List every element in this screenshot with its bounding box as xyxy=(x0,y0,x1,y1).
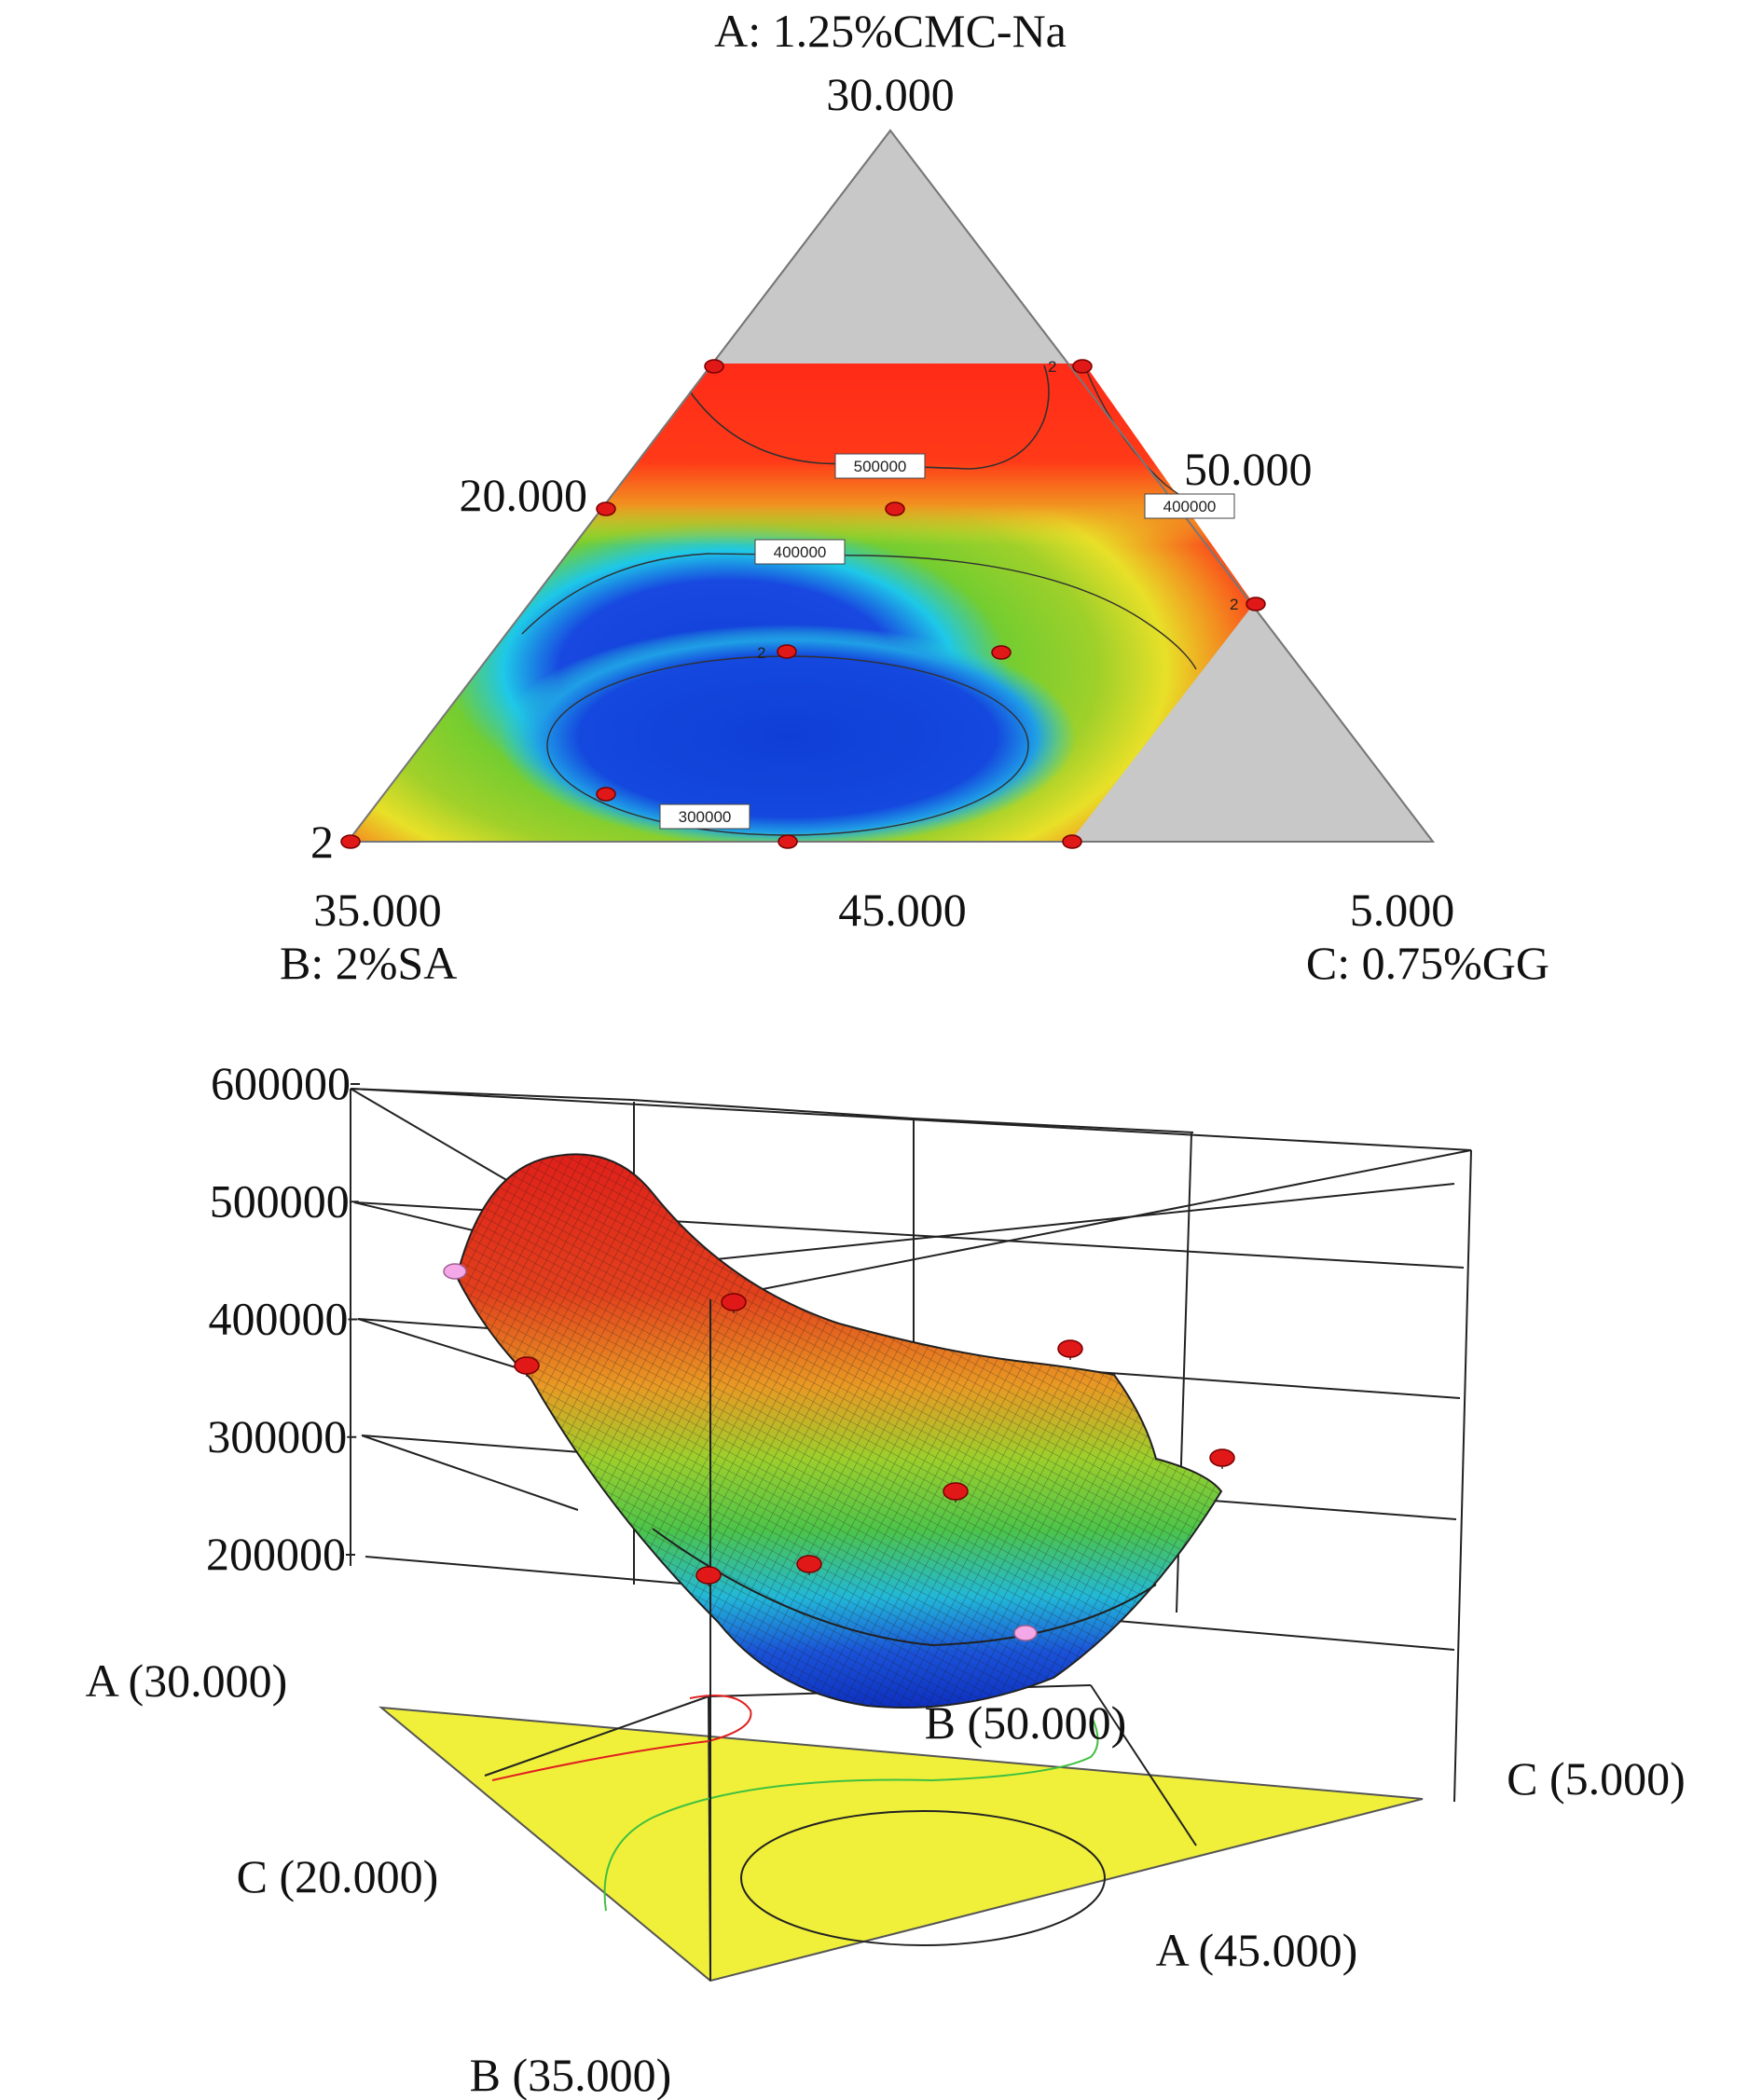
surface-design-points xyxy=(443,1263,1235,1641)
corner-replicate-label: 2 xyxy=(310,816,334,868)
response-surface-front-edge xyxy=(652,1528,1157,1647)
tick-label-45: 45.000 xyxy=(838,884,967,936)
ternary-low-response-core xyxy=(499,625,1077,842)
contour-label-text: 400000 xyxy=(1163,498,1217,515)
contour-label-300000: 300000 xyxy=(659,803,750,830)
tick-label-b-50: 50.000 xyxy=(1184,443,1313,495)
design-point xyxy=(721,1293,747,1311)
design-point xyxy=(1209,1448,1235,1467)
contour-label-400000: 400000 xyxy=(754,539,846,565)
ternary-design-points xyxy=(340,359,1266,849)
z-axis-tick-label: 500000 xyxy=(210,1174,350,1227)
3d-box-edge xyxy=(631,1099,915,1119)
3d-box-edge xyxy=(709,1149,1472,1300)
design-point xyxy=(1246,597,1266,611)
tick-label-a-30: 30.000 xyxy=(826,68,955,120)
design-point xyxy=(991,645,1012,660)
3d-box-edge xyxy=(1453,1149,1472,1803)
tick-label-a-20: 20.000 xyxy=(460,469,588,521)
ternary-axes-outline xyxy=(345,129,1436,843)
base-label-a-30: A (30.000) xyxy=(86,1654,288,1707)
contour-line-400000 xyxy=(521,553,1197,670)
design-point-below xyxy=(1013,1625,1038,1641)
design-point-below xyxy=(443,1263,467,1280)
replicate-count-label: 2 xyxy=(1048,358,1056,376)
base-contour-low xyxy=(740,1810,1106,1946)
design-point xyxy=(514,1356,540,1375)
tick-label-c-5: 5.000 xyxy=(1350,884,1455,936)
base-grid-line xyxy=(484,1695,709,1777)
base-label-b-50: B (50.000) xyxy=(925,1696,1127,1749)
contour-label-text: 500000 xyxy=(854,458,907,475)
z-axis-ticks: 600000 500000 400000 300000 200000 xyxy=(206,1057,361,1580)
z-axis-tick-label: 400000 xyxy=(209,1293,349,1345)
base-label-b-35: B (35.000) xyxy=(470,2049,672,2100)
design-point xyxy=(695,1566,722,1585)
3d-box-edge xyxy=(361,1434,579,1511)
contour-label-400000-right: 400000 xyxy=(1144,493,1235,519)
design-point xyxy=(943,1482,969,1501)
design-point xyxy=(596,787,616,802)
contour-label-text: 300000 xyxy=(679,808,732,826)
contour-label-text: 400000 xyxy=(774,543,827,561)
z-axis-tick-label: 600000 xyxy=(211,1057,351,1109)
contour-label-500000: 500000 xyxy=(834,453,926,479)
base-grid-line xyxy=(1090,1684,1197,1846)
vertex-title-a: A: 1.25%CMC-Na xyxy=(714,5,1067,57)
z-axis-tick-label: 300000 xyxy=(207,1410,347,1462)
3d-box-edge xyxy=(350,1088,1472,1151)
base-label-a-45: A (45.000) xyxy=(1156,1924,1358,1976)
response-surface-grid xyxy=(457,1154,1221,1708)
base-ternary-plane xyxy=(378,1706,1424,1983)
design-point xyxy=(704,359,724,374)
design-point xyxy=(596,501,616,516)
design-point xyxy=(1057,1339,1083,1358)
replicate-count-label: 2 xyxy=(1230,596,1238,613)
vertex-title-b: B: 2%SA xyxy=(280,937,457,989)
tick-label-b-35: 35.000 xyxy=(313,884,442,936)
base-label-c-5: C (5.000) xyxy=(1507,1752,1686,1805)
design-point xyxy=(885,501,905,516)
design-point xyxy=(778,834,798,849)
design-point xyxy=(1072,359,1093,374)
contour-line-500000 xyxy=(689,364,1050,470)
vertex-title-c: C: 0.75%GG xyxy=(1306,937,1549,989)
response-surface-edge xyxy=(455,1153,1223,1709)
design-point xyxy=(1062,834,1082,849)
design-point xyxy=(796,1555,822,1573)
design-point xyxy=(340,834,361,849)
ternary-contour-plot: 500000 400000 400000 300000 2 2 2 A: 1.2… xyxy=(280,5,1549,989)
base-contour-mid xyxy=(603,1714,1099,1912)
design-point xyxy=(777,644,797,659)
response-surface-3d: 600000 500000 400000 300000 200000 A (30.000… xyxy=(86,1057,1686,2100)
replicate-count-label: 2 xyxy=(757,644,765,662)
3d-box-edge xyxy=(350,1088,633,1101)
base-label-c-20: C (20.000) xyxy=(237,1850,439,1902)
z-axis-tick-label: 200000 xyxy=(206,1528,346,1580)
3d-box-edge xyxy=(913,1118,1194,1133)
3d-box-edge xyxy=(633,1183,1455,1269)
base-contour-high xyxy=(491,1695,752,1781)
